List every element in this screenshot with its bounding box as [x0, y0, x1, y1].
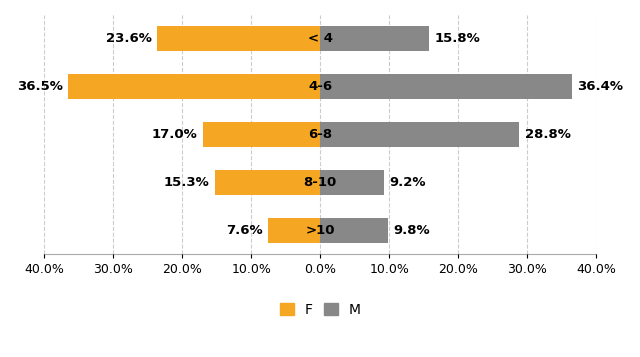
Bar [320, 26, 429, 51]
Bar [68, 74, 320, 99]
Text: 4-6: 4-6 [308, 80, 332, 93]
Bar [320, 218, 388, 243]
Bar [320, 122, 519, 147]
Text: 6-8: 6-8 [308, 128, 332, 141]
Bar [320, 74, 572, 99]
Bar [268, 218, 320, 243]
Bar [320, 170, 384, 195]
Text: 15.8%: 15.8% [435, 32, 481, 45]
Text: 7.6%: 7.6% [226, 224, 262, 237]
Text: 28.8%: 28.8% [525, 128, 570, 141]
Bar [157, 26, 320, 51]
Text: 17.0%: 17.0% [152, 128, 197, 141]
Legend: F, M: F, M [274, 297, 366, 322]
Bar [203, 122, 320, 147]
Text: 15.3%: 15.3% [163, 176, 209, 189]
Text: 23.6%: 23.6% [106, 32, 152, 45]
Bar [214, 170, 320, 195]
Text: 36.5%: 36.5% [17, 80, 63, 93]
Text: 8-10: 8-10 [303, 176, 337, 189]
Text: 9.8%: 9.8% [394, 224, 430, 237]
Text: >10: >10 [305, 224, 335, 237]
Text: < 4: < 4 [308, 32, 333, 45]
Text: 9.2%: 9.2% [389, 176, 426, 189]
Text: 36.4%: 36.4% [577, 80, 623, 93]
